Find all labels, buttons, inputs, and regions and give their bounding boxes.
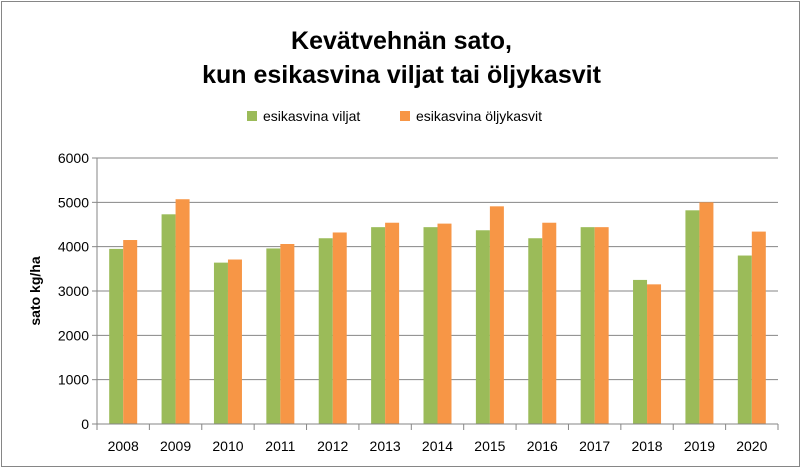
bar-oljykasvit <box>699 202 714 424</box>
bar-oljykasvit <box>489 206 504 424</box>
x-tick-label: 2012 <box>317 438 348 454</box>
x-tick-label: 2009 <box>160 438 191 454</box>
bar-oljykasvit <box>542 222 557 424</box>
bar-viljat <box>737 255 752 424</box>
bar-viljat <box>580 227 595 424</box>
bar-viljat <box>423 227 438 424</box>
bar-viljat <box>161 214 176 424</box>
y-tick-label: 2000 <box>58 327 89 343</box>
bar-viljat <box>266 248 281 424</box>
x-tick-label: 2011 <box>265 438 295 454</box>
y-tick-label: 1000 <box>58 372 89 388</box>
bar-viljat <box>475 230 490 424</box>
x-tick-label: 2010 <box>212 438 243 454</box>
bar-viljat <box>685 210 700 424</box>
bar-oljykasvit <box>175 199 190 424</box>
bar-oljykasvit <box>227 259 242 424</box>
bar-oljykasvit <box>385 222 400 424</box>
bars <box>109 199 766 424</box>
bar-oljykasvit <box>647 284 662 424</box>
axes: 0 1000 2000 3000 4000 5000 6000 2008 2009 2010 201… <box>58 150 779 454</box>
bar-viljat <box>633 279 648 424</box>
bar-oljykasvit <box>751 231 766 424</box>
x-tick-label: 2014 <box>422 438 453 454</box>
bar-oljykasvit <box>280 244 295 424</box>
x-tick-label: 2020 <box>736 438 767 454</box>
x-tick-label: 2013 <box>370 438 401 454</box>
x-tick-label: 2016 <box>527 438 558 454</box>
chart-title-line-2: kun esikasvina viljat tai öljykasvit <box>202 61 601 89</box>
y-tick-label: 5000 <box>58 194 89 210</box>
y-axis-label: sato kg/ha <box>27 256 43 325</box>
bar-viljat <box>528 238 543 424</box>
bar-viljat <box>371 227 386 424</box>
y-tick-label: 6000 <box>58 150 89 166</box>
x-tick-label: 2017 <box>579 438 610 454</box>
bar-viljat <box>109 248 124 424</box>
chart-title: Kevätvehnän sato, kun esikasvina viljat … <box>0 24 803 92</box>
legend-swatch <box>400 111 410 121</box>
bar-oljykasvit <box>332 232 347 424</box>
chart-title-line-1: Kevätvehnän sato, <box>291 27 512 55</box>
bar-oljykasvit <box>594 227 609 424</box>
bar-viljat <box>213 262 228 424</box>
y-tick-label: 3000 <box>58 283 89 299</box>
bar-oljykasvit <box>123 240 138 424</box>
legend-swatch <box>247 111 257 121</box>
legend-label: esikasvina öljykasvit <box>416 108 542 124</box>
legend-label: esikasvina viljat <box>263 108 360 124</box>
x-tick-label: 2019 <box>684 438 715 454</box>
legend: esikasvina viljat esikasvina öljykasvit <box>247 108 542 124</box>
x-tick-label: 2018 <box>631 438 662 454</box>
y-tick-label: 0 <box>81 416 89 432</box>
bar-viljat <box>318 238 333 424</box>
bar-oljykasvit <box>437 223 452 424</box>
x-tick-label: 2008 <box>108 438 139 454</box>
y-tick-label: 4000 <box>58 239 89 255</box>
x-tick-label: 2015 <box>474 438 505 454</box>
